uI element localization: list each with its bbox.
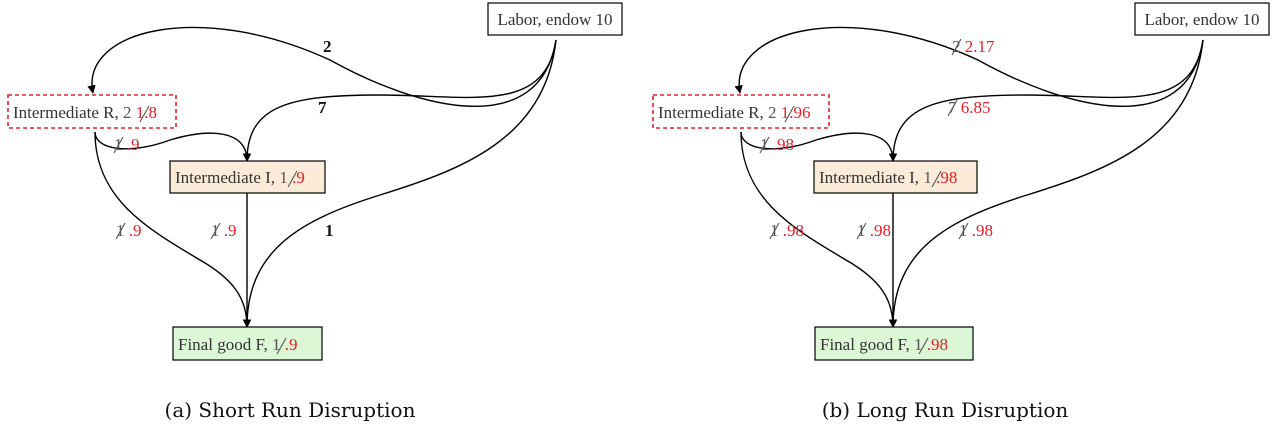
node-i-name: Intermediate I,	[175, 168, 279, 187]
node-i-b-old-value: 1	[923, 168, 932, 187]
node-i-old-value: 1	[279, 168, 288, 187]
node-labor-box	[487, 2, 623, 36]
edge-r-to-i-b	[740, 131, 898, 162]
node-final-good: Final good F, 1 .9	[172, 326, 323, 361]
edge-labor-f-b-strike-mark	[958, 222, 969, 240]
node-i-b-box	[813, 160, 978, 194]
node-r-b-new-value: 1.96	[777, 103, 811, 122]
node-r-b-label: Intermediate R, 2 1.96	[658, 103, 811, 122]
panel-b-caption: (b) Long Run Disruption	[822, 398, 1069, 422]
edge-i-f-b-new: .98	[866, 221, 892, 240]
node-r-strike-mark	[139, 105, 150, 123]
node-intermediate-r-b: Intermediate R, 2 1.96	[652, 94, 830, 129]
edge-labor-to-r-b	[734, 26, 1204, 107]
node-f-box	[172, 326, 323, 361]
node-f-label: Final good F, 1 .9	[178, 335, 298, 354]
node-f-strike-mark	[276, 337, 287, 355]
edge-labor-to-f	[242, 39, 557, 328]
node-r-b-box	[652, 94, 830, 129]
node-f-b-strike-mark	[918, 337, 929, 355]
node-f-b-new-value: .98	[923, 335, 949, 354]
node-i-b-strike-mark	[931, 170, 942, 188]
edge-labor-i-b-strike-mark	[947, 99, 958, 117]
edge-r-f-b-strike-mark	[769, 222, 780, 240]
edge-labor-i-label: 7	[318, 98, 327, 117]
edge-labor-to-f-b	[888, 39, 1204, 328]
edge-i-f-b-strike-mark	[856, 222, 867, 240]
edge-labor-i-b-new: 6.85	[957, 98, 991, 117]
edge-labor-r-label: 2	[323, 37, 332, 56]
edge-r-f-label: 1 .9	[116, 221, 142, 240]
edge-r-i-strike-mark	[113, 136, 124, 154]
node-r-new-value: 1.8	[132, 103, 158, 122]
node-i-new-value: .9	[288, 168, 305, 187]
panel-b: Labor, endow 10 Intermediate R, 2 1.96 I…	[652, 2, 1270, 422]
edge-r-i-label: 1 .9	[114, 135, 140, 154]
node-f-old-value: 1	[272, 335, 281, 354]
node-i-b-label: Intermediate I, 1 .98	[819, 168, 957, 187]
node-i-label: Intermediate I, 1 .9	[175, 168, 305, 187]
node-i-box	[169, 160, 326, 194]
node-r-name: Intermediate R,	[13, 103, 123, 122]
node-f-b-box	[814, 326, 974, 361]
node-i-strike-mark	[287, 170, 298, 188]
node-r-b-old-value: 2	[768, 103, 777, 122]
node-final-good-b: Final good F, 1 .98	[814, 326, 974, 361]
node-labor-label: Labor, endow 10	[498, 10, 613, 29]
node-f-b-label: Final good F, 1 .98	[820, 335, 948, 354]
edge-labor-i-b-label: 7 6.85	[948, 98, 991, 117]
edge-labor-to-i	[242, 39, 557, 162]
node-r-old-value: 2	[123, 103, 132, 122]
edge-labor-to-i-b	[888, 39, 1204, 162]
edge-labor-f-b-new: .98	[968, 221, 994, 240]
edge-i-f-label: 1 .9	[211, 221, 237, 240]
node-r-b-strike-mark	[784, 105, 795, 123]
edge-r-i-b-new: .98	[769, 135, 795, 154]
edge-r-f-new: .9	[125, 221, 142, 240]
edge-i-f-strike-mark	[210, 222, 221, 240]
panel-a-caption: (a) Short Run Disruption	[165, 398, 416, 422]
edge-i-f-new: .9	[220, 221, 237, 240]
node-r-box	[7, 94, 177, 129]
edge-r-to-i	[94, 131, 252, 162]
edge-labor-f-label: 1	[325, 221, 334, 240]
edge-r-to-f	[94, 131, 252, 328]
node-i-b-new-value: .98	[932, 168, 958, 187]
edge-r-i-b-strike-mark	[759, 136, 770, 154]
edge-labor-r-b-strike-mark	[951, 38, 962, 56]
node-f-name: Final good F,	[178, 335, 272, 354]
node-f-b-name: Final good F,	[820, 335, 914, 354]
node-r-b-name: Intermediate R,	[658, 103, 768, 122]
node-labor-b: Labor, endow 10	[1134, 2, 1270, 36]
node-r-label: Intermediate R, 2 1.8	[13, 103, 157, 122]
node-intermediate-i-b: Intermediate I, 1 .98	[813, 160, 978, 194]
node-labor: Labor, endow 10	[487, 2, 623, 36]
panel-a: Labor, endow 10 Intermediate R, 2 1.8 In…	[7, 2, 623, 422]
edge-labor-r-b-new: 2.17	[961, 37, 996, 56]
edge-labor-to-r	[87, 26, 557, 107]
edge-r-to-f-b	[740, 131, 898, 328]
node-labor-b-box	[1134, 2, 1270, 36]
node-intermediate-r: Intermediate R, 2 1.8	[7, 94, 177, 129]
node-f-b-old-value: 1	[914, 335, 923, 354]
node-f-new-value: .9	[281, 335, 298, 354]
node-intermediate-i: Intermediate I, 1 .9	[169, 160, 326, 194]
edge-r-f-strike-mark	[115, 222, 126, 240]
edge-r-i-new: .9	[123, 135, 140, 154]
node-labor-b-label: Labor, endow 10	[1145, 10, 1260, 29]
edge-r-f-b-new: .98	[779, 221, 805, 240]
edge-labor-r-b-label: 2 2.17	[952, 37, 995, 56]
node-i-b-name: Intermediate I,	[819, 168, 923, 187]
